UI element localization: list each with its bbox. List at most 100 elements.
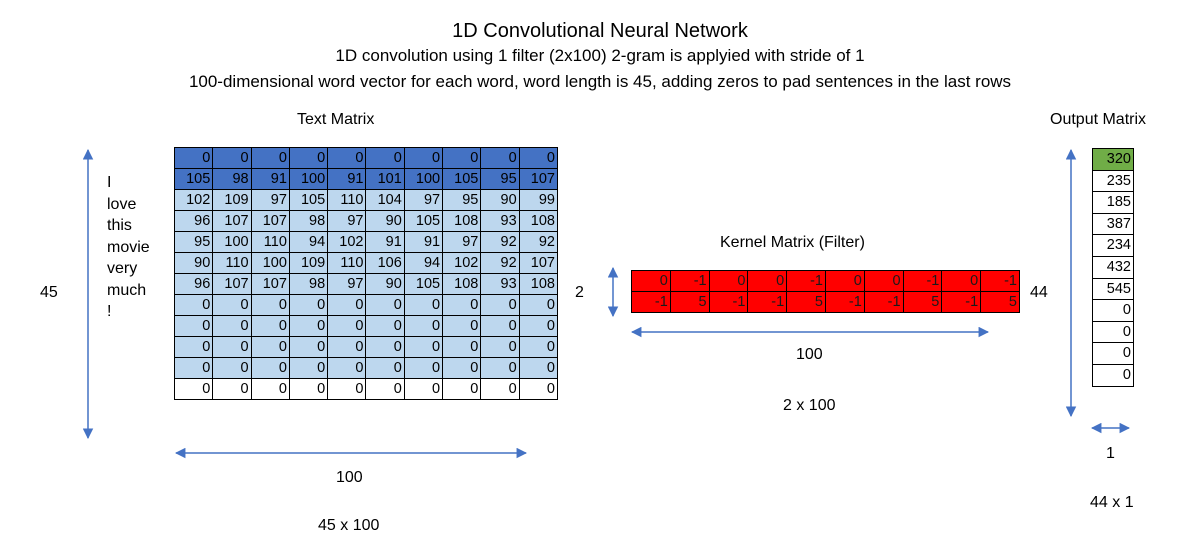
text-matrix-cell: 0 [518, 357, 558, 379]
output-matrix-cell: 387 [1092, 212, 1134, 236]
output-dims-label: 44 x 1 [1090, 494, 1134, 511]
output-width-label: 1 [1106, 445, 1115, 462]
text-matrix-cell: 100 [250, 252, 290, 274]
text-matrix-cell: 0 [403, 357, 444, 379]
text-matrix-cell: 99 [518, 189, 558, 211]
diagram-subtitle-1: 1D convolution using 1 filter (2x100) 2-… [335, 46, 865, 65]
text-matrix-cell: 93 [480, 273, 520, 295]
output-matrix-row: 234 [1092, 234, 1134, 257]
text-matrix-cell: 90 [365, 210, 405, 232]
text-matrix-row: 90 110 100 109 110 106 94 102 92 107 [173, 252, 558, 274]
text-matrix-cell: 0 [518, 315, 558, 337]
text-matrix-row: 105 98 91 100 91 101 100 105 95 107 [173, 168, 558, 190]
output-matrix-row: 0 [1092, 320, 1134, 344]
text-matrix-cell: 0 [250, 336, 290, 358]
text-matrix-cell: 97 [327, 273, 367, 295]
text-matrix-cell: 0 [403, 315, 444, 337]
output-matrix-row: 235 [1092, 169, 1134, 193]
text-matrix-cell: 0 [403, 294, 444, 316]
kernel-matrix-cell: 5 [902, 291, 943, 313]
text-matrix-cell: 0 [250, 294, 290, 316]
text-matrix-cell: 0 [327, 336, 367, 358]
text-matrix-cell: 0 [480, 357, 520, 379]
kernel-matrix-cell: 5 [669, 291, 710, 313]
text-matrix-cell: 0 [480, 336, 520, 358]
text-matrix: 0 0 0 0 0 0 0 0 0 0 105 98 91 100 91 101 100 105 95 107 102 1… [173, 147, 558, 400]
text-matrix-cell: 110 [250, 231, 290, 253]
text-matrix-row: 96 107 107 98 97 90 105 108 93 108 [173, 210, 558, 232]
kernel-matrix-cell: 0 [747, 270, 788, 292]
text-matrix-cell: 0 [403, 336, 444, 358]
output-matrix-cell: 185 [1092, 191, 1134, 214]
text-matrix-cell: 0 [212, 315, 252, 337]
output-matrix-row: 387 [1092, 212, 1134, 236]
text-matrix-cell: 93 [480, 210, 520, 232]
output-matrix-row: 0 [1092, 299, 1134, 322]
output-matrix: 320 235 185 387 234 432 545 0 0 0 0 [1092, 148, 1134, 387]
text-matrix-cell: 97 [250, 189, 290, 211]
text-matrix-cell: 101 [365, 168, 405, 190]
output-matrix-row: 320 [1092, 148, 1134, 171]
text-matrix-row: 95 100 110 94 102 91 91 97 92 92 [173, 231, 558, 253]
text-matrix-cell: 0 [365, 294, 405, 316]
kernel-matrix-cell: -1 [786, 270, 826, 292]
text-matrix-cell: 100 [288, 168, 329, 190]
text-matrix-cell: 0 [442, 315, 482, 337]
kernel-matrix-cell: 0 [631, 270, 671, 292]
text-matrix-cell: 0 [327, 378, 367, 400]
kernel-matrix-cell: -1 [902, 270, 943, 292]
text-matrix-cell: 0 [288, 336, 329, 358]
text-matrix-cell: 0 [288, 315, 329, 337]
text-matrix-cell: 0 [173, 315, 214, 337]
kernel-matrix-cell: -1 [863, 291, 904, 313]
text-matrix-dims-label: 45 x 100 [318, 517, 380, 534]
sentence-word: movie [107, 238, 150, 256]
text-matrix-cell: 100 [212, 231, 252, 253]
text-matrix-cell: 108 [442, 273, 482, 295]
text-matrix-cell: 105 [403, 210, 444, 232]
output-matrix-cell: 320 [1092, 148, 1134, 171]
output-matrix-row: 0 [1092, 363, 1134, 387]
text-matrix-cell: 90 [365, 273, 405, 295]
text-matrix-cell: 0 [288, 357, 329, 379]
sentence-word: very [107, 260, 138, 277]
text-matrix-cell: 92 [480, 252, 520, 274]
text-matrix-cell: 0 [365, 378, 405, 400]
text-matrix-cell: 0 [212, 378, 252, 400]
text-matrix-cell: 0 [442, 147, 482, 169]
output-matrix-cell: 432 [1092, 255, 1134, 279]
text-matrix-cell: 0 [365, 315, 405, 337]
text-matrix-cell: 108 [442, 210, 482, 232]
text-matrix-cell: 0 [365, 336, 405, 358]
output-matrix-row: 432 [1092, 255, 1134, 279]
text-matrix-cell: 107 [212, 210, 252, 232]
text-matrix-cell: 0 [327, 357, 367, 379]
kernel-matrix-cell: -1 [824, 291, 865, 313]
text-matrix-cell: 98 [212, 168, 252, 190]
text-matrix-cell: 0 [173, 378, 214, 400]
text-matrix-cell: 107 [518, 168, 558, 190]
text-matrix-cell: 0 [173, 147, 214, 169]
output-matrix-cell: 0 [1092, 320, 1134, 344]
sentence-word: this [107, 217, 132, 234]
text-matrix-cell: 0 [212, 357, 252, 379]
kernel-matrix-cell: 5 [980, 291, 1020, 313]
text-matrix-cell: 0 [173, 357, 214, 379]
text-matrix-cell: 0 [288, 294, 329, 316]
text-matrix-cell: 0 [250, 357, 290, 379]
kernel-width-label: 100 [796, 346, 823, 363]
output-height-label: 44 [1030, 284, 1048, 301]
text-matrix-cell: 0 [327, 294, 367, 316]
kernel-matrix-row: -1 5 -1 -1 5 -1 -1 5 -1 5 [631, 291, 1020, 313]
text-matrix-cell: 106 [365, 252, 405, 274]
text-matrix-cell: 109 [288, 252, 329, 274]
text-matrix-cell: 105 [173, 168, 214, 190]
text-matrix-cell: 0 [365, 357, 405, 379]
text-matrix-cell: 0 [173, 336, 214, 358]
text-matrix-row: 102 109 97 105 110 104 97 95 90 99 [173, 189, 558, 211]
text-matrix-cell: 0 [518, 378, 558, 400]
